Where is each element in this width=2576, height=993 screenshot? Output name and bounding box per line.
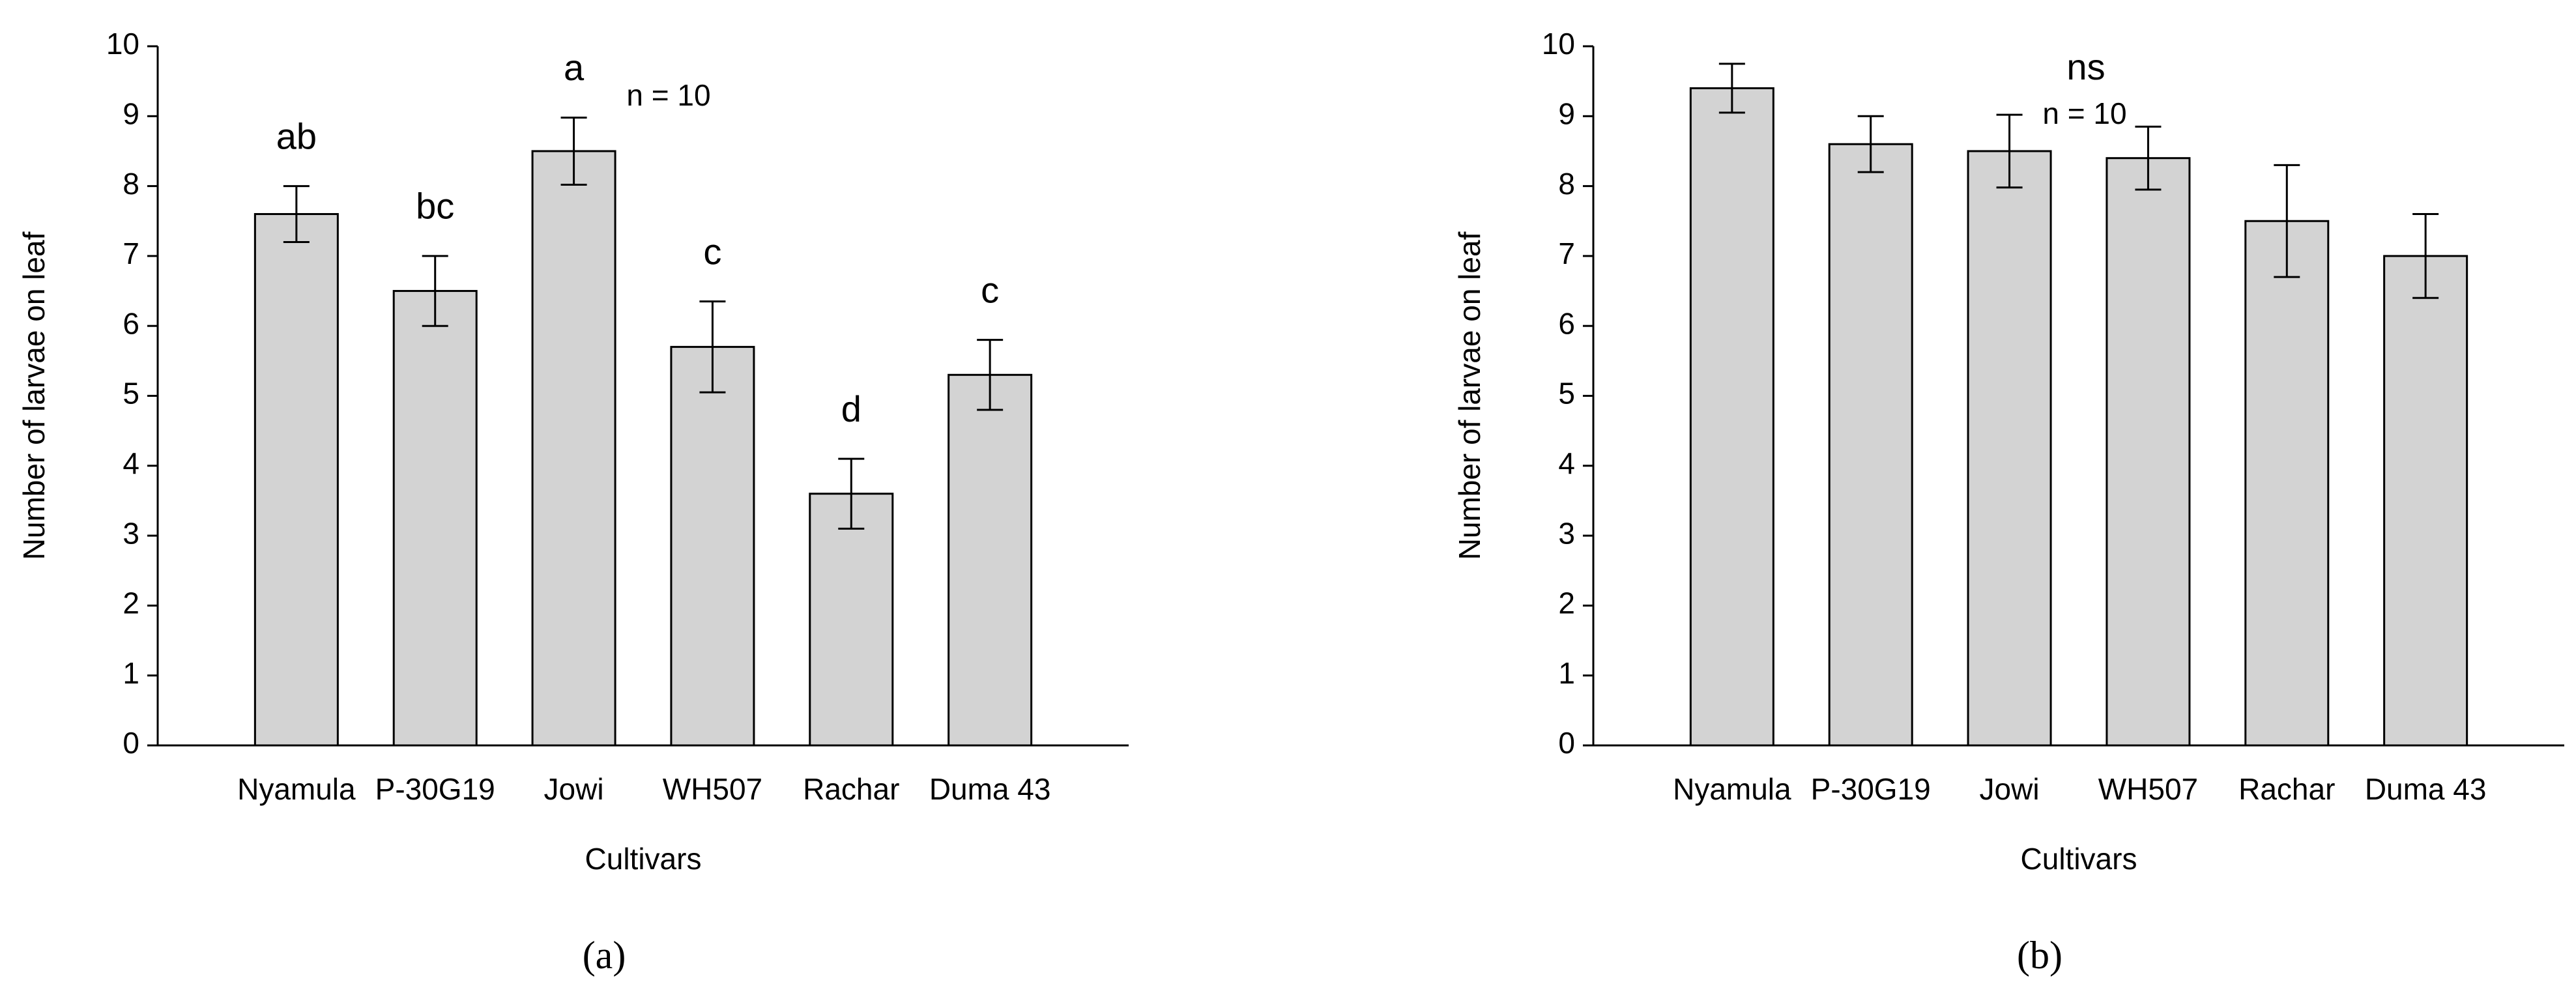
- bar: [2383, 255, 2468, 747]
- x-tick-label: WH507: [663, 772, 762, 806]
- y-tick-label: 3: [1558, 516, 1575, 550]
- y-tick-label: 7: [1558, 237, 1575, 270]
- x-tick-label: Rachar: [803, 772, 899, 806]
- y-tick-label: 6: [123, 306, 139, 340]
- x-tick-label: Jowi: [544, 772, 604, 806]
- y-tick-label: 8: [123, 167, 139, 201]
- error-bar: [422, 255, 448, 327]
- x-tick-label: Rachar: [2238, 772, 2335, 806]
- y-axis-title: Number of larvae on leaf: [17, 231, 51, 560]
- bar: [2244, 220, 2330, 747]
- x-tick-label: Nyamula: [237, 772, 356, 806]
- y-tick-label: 9: [1558, 96, 1575, 130]
- y-tick-label: 8: [1558, 167, 1575, 201]
- error-bar: [283, 185, 310, 243]
- annotation: n = 10: [2042, 96, 2126, 130]
- significance-letter: ab: [276, 115, 317, 156]
- x-tick-label: WH507: [2098, 772, 2198, 806]
- y-tick-label: 5: [1558, 377, 1575, 410]
- significance-letter: c: [703, 231, 721, 272]
- y-tick-label: 10: [106, 27, 139, 61]
- y-tick-label: 2: [123, 586, 139, 620]
- significance-letter: a: [564, 47, 585, 88]
- bar: [392, 290, 478, 747]
- bar: [809, 493, 894, 747]
- error-bar: [560, 116, 587, 186]
- x-tick-label: P-30G19: [1811, 772, 1931, 806]
- panel-label: (a): [583, 934, 626, 977]
- x-tick-label: P-30G19: [375, 772, 495, 806]
- bar: [253, 213, 339, 747]
- error-bar: [2274, 164, 2300, 278]
- y-axis-title: Number of larvae on leaf: [1453, 231, 1486, 560]
- y-tick-label: 9: [123, 96, 139, 130]
- error-bar: [699, 300, 726, 394]
- error-bar: [2135, 125, 2162, 191]
- y-tick-label: 5: [123, 377, 139, 410]
- error-bar: [1996, 113, 2023, 189]
- annotation: ns: [2066, 46, 2105, 87]
- significance-letter: bc: [416, 186, 454, 227]
- error-bar: [977, 339, 1004, 411]
- bar: [1689, 87, 1774, 747]
- annotation: n = 10: [626, 78, 710, 112]
- bar: [1828, 143, 1913, 747]
- bar: [1967, 150, 2052, 747]
- error-bar: [838, 457, 865, 530]
- error-bar: [1718, 63, 1745, 114]
- y-tick-label: 1: [1558, 656, 1575, 690]
- x-axis-title: Cultivars: [585, 842, 702, 876]
- significance-letter: d: [841, 388, 861, 429]
- error-bar: [2412, 213, 2439, 299]
- y-tick-label: 0: [123, 726, 139, 760]
- y-tick-label: 2: [1558, 586, 1575, 620]
- y-tick-label: 4: [1558, 446, 1575, 480]
- significance-letter: c: [981, 269, 999, 310]
- x-tick-label: Duma 43: [929, 772, 1051, 806]
- y-tick-label: 7: [123, 237, 139, 270]
- y-tick-label: 0: [1558, 726, 1575, 760]
- panel-label: (b): [2017, 934, 2062, 977]
- y-tick-label: 10: [1542, 27, 1575, 61]
- x-tick-label: Jowi: [1980, 772, 2040, 806]
- y-tick-label: 6: [1558, 306, 1575, 340]
- bar: [531, 150, 616, 747]
- x-tick-label: Duma 43: [2365, 772, 2487, 806]
- x-axis-title: Cultivars: [2021, 842, 2137, 876]
- y-tick-label: 3: [123, 516, 139, 550]
- bar: [670, 345, 755, 747]
- y-tick-label: 1: [123, 656, 139, 690]
- bar: [2106, 157, 2191, 747]
- bar: [948, 373, 1033, 747]
- error-bar: [1857, 115, 1884, 173]
- y-tick-label: 4: [123, 446, 139, 480]
- x-tick-label: Nyamula: [1673, 772, 1791, 806]
